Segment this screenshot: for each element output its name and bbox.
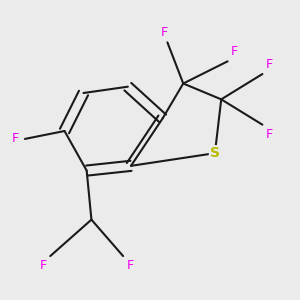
Text: F: F bbox=[266, 128, 273, 141]
Text: F: F bbox=[40, 259, 47, 272]
Text: S: S bbox=[210, 146, 220, 160]
Text: F: F bbox=[231, 45, 238, 58]
Text: F: F bbox=[11, 132, 19, 146]
Text: F: F bbox=[161, 26, 168, 39]
Text: F: F bbox=[266, 58, 273, 71]
Text: F: F bbox=[126, 259, 134, 272]
